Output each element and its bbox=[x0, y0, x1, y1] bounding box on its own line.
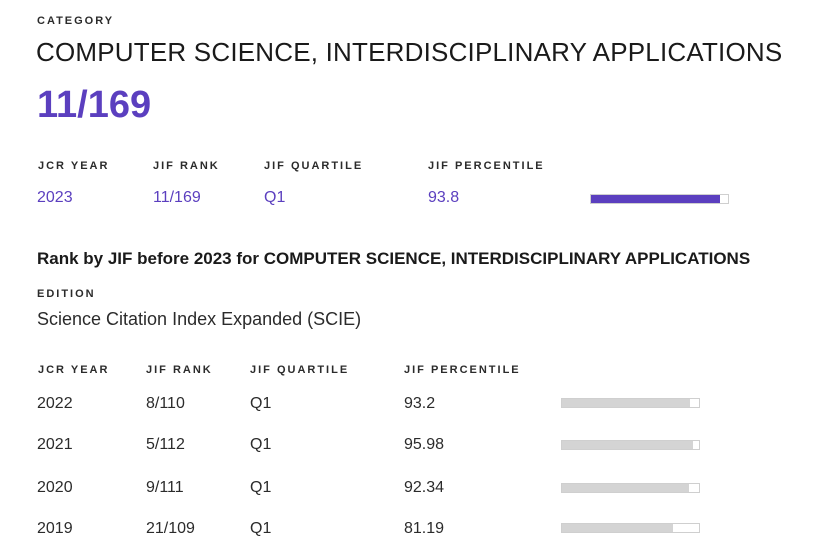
header-jif-quartile: JIF QUARTILE bbox=[264, 160, 364, 172]
history-row-percentile-bar bbox=[561, 523, 700, 533]
header-jif-percentile: JIF PERCENTILE bbox=[428, 160, 545, 172]
history-row-percentile-bar bbox=[561, 440, 700, 450]
current-percentile-bar-fill bbox=[591, 195, 720, 203]
category-rank: 11/169 bbox=[37, 84, 152, 126]
history-row-rank: 9/111 bbox=[146, 479, 184, 496]
current-year[interactable]: 2023 bbox=[37, 189, 73, 206]
history-header-jif-percentile: JIF PERCENTILE bbox=[404, 364, 521, 376]
current-percentile-bar bbox=[590, 194, 729, 204]
history-row-year: 2022 bbox=[37, 395, 73, 412]
history-row-year: 2019 bbox=[37, 520, 73, 537]
history-header-jcr-year: JCR YEAR bbox=[38, 364, 110, 376]
history-row-quartile: Q1 bbox=[250, 395, 272, 412]
history-row-quartile: Q1 bbox=[250, 436, 272, 453]
history-row-percentile: 93.2 bbox=[404, 395, 436, 412]
history-row-percentile: 81.19 bbox=[404, 520, 445, 537]
history-row-percentile: 92.34 bbox=[404, 479, 445, 496]
category-label: CATEGORY bbox=[37, 15, 115, 27]
edition-value: Science Citation Index Expanded (SCIE) bbox=[37, 309, 362, 329]
history-row-year: 2020 bbox=[37, 479, 73, 496]
header-jcr-year: JCR YEAR bbox=[38, 160, 110, 172]
current-rank[interactable]: 11/169 bbox=[153, 189, 201, 206]
header-jif-rank: JIF RANK bbox=[153, 160, 220, 172]
history-row-percentile-bar-fill bbox=[562, 524, 674, 532]
history-row-year: 2021 bbox=[37, 436, 73, 453]
history-row-quartile: Q1 bbox=[250, 520, 272, 537]
history-row-quartile: Q1 bbox=[250, 479, 272, 496]
history-row-rank: 21/109 bbox=[146, 520, 195, 537]
category-name: COMPUTER SCIENCE, INTERDISCIPLINARY APPL… bbox=[36, 37, 783, 67]
current-quartile[interactable]: Q1 bbox=[264, 189, 286, 206]
history-row-percentile-bar-fill bbox=[562, 399, 690, 407]
history-heading: Rank by JIF before 2023 for COMPUTER SCI… bbox=[37, 249, 751, 268]
history-row-rank: 8/110 bbox=[146, 395, 185, 412]
history-row-percentile: 95.98 bbox=[404, 436, 445, 453]
history-row-percentile-bar-fill bbox=[562, 484, 689, 492]
history-row-percentile-bar bbox=[561, 483, 700, 493]
current-percentile[interactable]: 93.8 bbox=[428, 189, 460, 206]
history-row-percentile-bar-fill bbox=[562, 441, 694, 449]
history-row-rank: 5/112 bbox=[146, 436, 185, 453]
edition-label: EDITION bbox=[37, 288, 96, 300]
history-row-percentile-bar bbox=[561, 398, 700, 408]
history-header-jif-rank: JIF RANK bbox=[146, 364, 213, 376]
history-header-jif-quartile: JIF QUARTILE bbox=[250, 364, 350, 376]
